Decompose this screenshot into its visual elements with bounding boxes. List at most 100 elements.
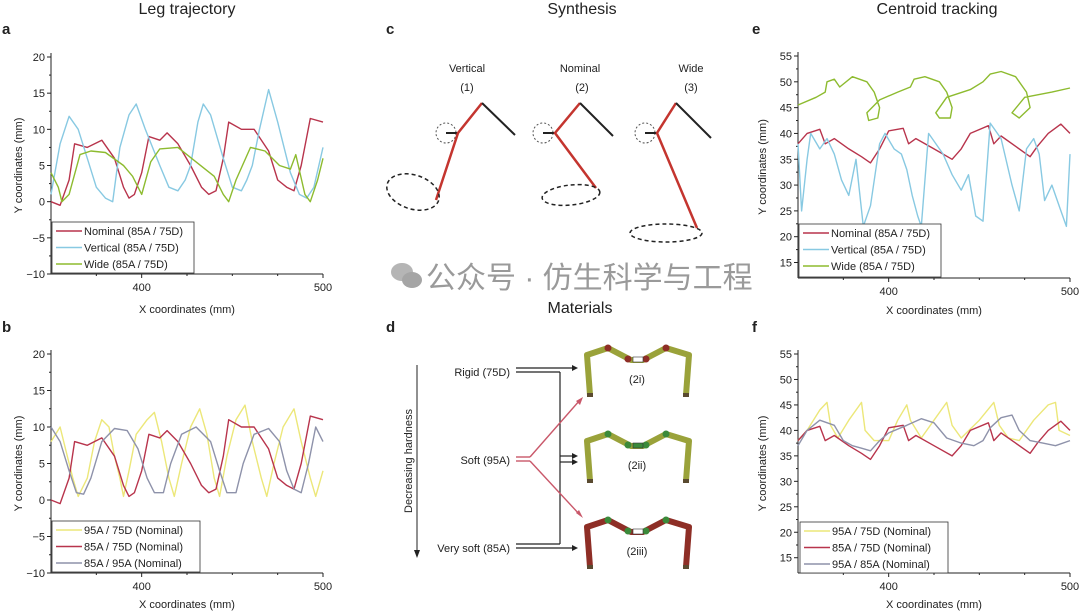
series-line-85a-75d-nominal-: [50, 415, 324, 505]
x-tick-label: 500: [1061, 286, 1079, 298]
y-tick-label: 50: [780, 77, 792, 89]
chart-a: −10 −5 0 5 10 15 20 400 500 X coordinates (mm) Y c…: [13, 52, 332, 316]
robot-config-2: [584, 430, 692, 483]
legend-entry: Wide (85A / 75D): [831, 261, 915, 273]
y-axis-label: Y coordinates (mm): [757, 119, 769, 215]
series-line-vertical-85a-75d-: [50, 88, 324, 203]
leg-number: (2): [575, 82, 588, 94]
legend-entry: 85A / 75D (Nominal): [84, 542, 183, 554]
title-centroid-tracking: Centroid tracking: [877, 1, 998, 18]
config-2i-label: (2i): [629, 374, 645, 386]
config-2ii-label: (2ii): [628, 460, 646, 472]
series-line-nominal-85a-75d-: [50, 117, 324, 207]
series-line-85a-95a-nominal-: [50, 426, 324, 495]
materials-diagram: Decreasing hardness Rigid (75D) Soft (95…: [403, 344, 692, 569]
robot-joint: [604, 430, 612, 438]
y-tick-label: −5: [32, 233, 45, 245]
robot-joint: [662, 430, 670, 438]
watermark-text: 公众号 · 仿生科学与工程: [426, 262, 753, 295]
y-tick-label: 15: [33, 386, 45, 398]
y-tick-label: 5: [39, 161, 45, 173]
synthesis-diagram: Vertical (1) Nominal (2) Wide (3): [386, 63, 712, 243]
legend: 95A / 75D (Nominal) 85A / 75D (Nominal) 85…: [51, 520, 201, 573]
y-tick-label: 45: [780, 400, 792, 412]
robot-body: [584, 345, 692, 396]
panel-label-f: f: [752, 319, 758, 336]
leg-number: (3): [684, 82, 697, 94]
rigid-label: Rigid (75D): [454, 367, 510, 379]
panel-label-d: d: [386, 319, 395, 336]
panel-label-a: a: [2, 21, 11, 38]
panel-label-e: e: [752, 21, 760, 38]
y-tick-label: 25: [780, 502, 792, 514]
robot-foot: [683, 393, 689, 397]
robot-joint: [624, 527, 632, 535]
panel-label-b: b: [2, 319, 11, 336]
robot-foot: [683, 565, 689, 569]
x-tick-label: 500: [314, 581, 332, 593]
series-line-85a-75d-nominal-: [797, 420, 1071, 461]
robot-joint: [642, 527, 650, 535]
leg-name: Vertical: [449, 63, 485, 75]
config-2iii-label: (2iii): [627, 546, 648, 558]
y-tick-label: 40: [780, 425, 792, 437]
title-synthesis: Synthesis: [547, 1, 616, 18]
legend-entry: 95A / 75D (Nominal): [832, 526, 931, 538]
y-axis-label: Y coordinates (mm): [13, 416, 25, 512]
x-axis-label: X coordinates (mm): [886, 599, 982, 611]
robot-foot: [587, 565, 593, 569]
robot-foot: [683, 479, 689, 483]
y-tick-label: 40: [780, 128, 792, 140]
series-line-vertical-85a-75d-: [797, 122, 1071, 228]
legend-entry: 85A / 95A (Nominal): [84, 558, 182, 570]
soft-label: Soft (95A): [460, 455, 510, 467]
robot-joint: [642, 441, 650, 449]
title-materials: Materials: [548, 300, 613, 317]
x-tick-label: 400: [132, 282, 150, 294]
legend: 95A / 75D (Nominal) 85A / 75D (Nominal) 95…: [799, 521, 949, 574]
y-tick-label: 35: [780, 154, 792, 166]
leg-nominal: Nominal (2): [532, 63, 614, 207]
y-tick-label: 20: [33, 52, 45, 64]
leg-name: Nominal: [560, 63, 600, 75]
legend-entry: 95A / 85A (Nominal): [832, 559, 930, 571]
y-axis-label: Y coordinates (mm): [757, 416, 769, 512]
chart-b: −10 −5 0 5 10 15 20 400 500 X coordinates (mm) Y c…: [13, 349, 332, 611]
y-tick-label: 45: [780, 103, 792, 115]
very-soft-label: Very soft (85A): [437, 543, 510, 555]
x-tick-label: 400: [132, 581, 150, 593]
robot-body: [584, 431, 692, 482]
legend-entry: 85A / 75D (Nominal): [832, 543, 931, 555]
legend: Nominal (85A / 75D) Vertical (85A / 75D) W…: [798, 223, 942, 278]
y-tick-label: 35: [780, 451, 792, 463]
leg-name: Wide: [678, 63, 703, 75]
robot-foot: [587, 393, 593, 397]
legend-entry: Nominal (85A / 75D): [831, 228, 930, 240]
y-tick-label: −5: [32, 532, 45, 544]
series-line-95a-75d-nominal-: [797, 401, 1071, 442]
robot-joint: [624, 441, 632, 449]
y-tick-label: 30: [780, 476, 792, 488]
series-line-wide-85a-75d-: [50, 146, 324, 203]
legend-entry: Wide (85A / 75D): [84, 259, 168, 271]
y-tick-label: 0: [39, 197, 45, 209]
y-tick-label: 15: [780, 553, 792, 565]
robot-joint: [642, 355, 650, 363]
robot-joint: [624, 355, 632, 363]
title-leg-trajectory: Leg trajectory: [139, 1, 236, 18]
legend-entry: 95A / 75D (Nominal): [84, 525, 183, 537]
chart-f: 15 20 25 30 35 40 45 50 55 400 500 X coordinates (m…: [757, 349, 1079, 611]
y-tick-label: −10: [26, 568, 45, 580]
y-tick-label: 15: [780, 258, 792, 270]
y-tick-label: 10: [33, 422, 45, 434]
y-tick-label: 20: [780, 232, 792, 244]
decreasing-hardness-label: Decreasing hardness: [403, 409, 415, 513]
leg-vertical: Vertical (1): [386, 63, 516, 211]
x-tick-label: 400: [879, 286, 897, 298]
series-line-95a-85a-nominal-: [797, 414, 1071, 452]
y-tick-label: 50: [780, 374, 792, 386]
legend-entry: Vertical (85A / 75D): [831, 245, 926, 257]
y-tick-label: −10: [26, 269, 45, 281]
y-tick-label: 55: [780, 51, 792, 63]
watermark: 公众号 · 仿生科学与工程: [391, 262, 753, 295]
